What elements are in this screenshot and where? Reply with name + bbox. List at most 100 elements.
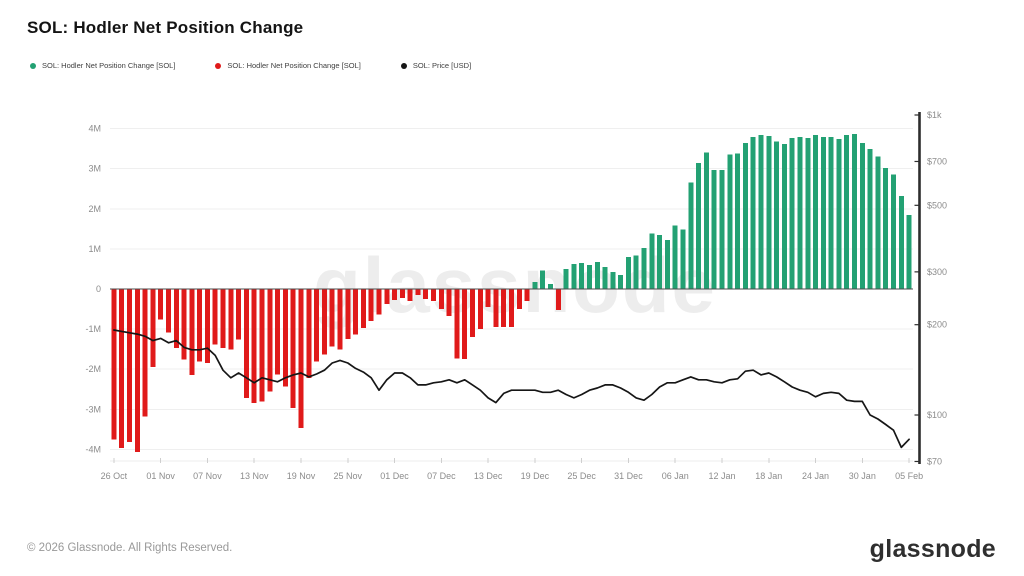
bar[interactable] xyxy=(501,289,507,328)
bar[interactable] xyxy=(509,289,514,328)
bar[interactable] xyxy=(197,289,203,362)
bar[interactable] xyxy=(657,234,663,289)
bar[interactable] xyxy=(828,137,834,289)
bar[interactable] xyxy=(158,289,164,320)
bar[interactable] xyxy=(306,289,312,378)
bar[interactable] xyxy=(493,289,499,328)
bar[interactable] xyxy=(532,281,538,289)
bar[interactable] xyxy=(696,163,702,289)
bar[interactable] xyxy=(360,289,366,328)
bar[interactable] xyxy=(750,137,756,289)
bar[interactable] xyxy=(111,289,117,440)
bar[interactable] xyxy=(337,289,343,350)
bar[interactable] xyxy=(625,256,631,289)
bar[interactable] xyxy=(477,289,483,330)
bar[interactable] xyxy=(563,268,569,289)
bar[interactable] xyxy=(540,270,546,289)
bar[interactable] xyxy=(641,248,647,289)
bar[interactable] xyxy=(321,289,327,355)
bar[interactable] xyxy=(836,139,842,289)
bar[interactable] xyxy=(548,284,553,289)
bar[interactable] xyxy=(399,289,405,298)
glassnode-logo[interactable]: glassnode xyxy=(869,535,996,563)
bar[interactable] xyxy=(407,289,413,301)
bar[interactable] xyxy=(345,289,351,340)
bar[interactable] xyxy=(672,225,678,289)
bar[interactable] xyxy=(727,154,733,289)
bar[interactable] xyxy=(415,289,421,295)
bar[interactable] xyxy=(384,289,390,305)
bar[interactable] xyxy=(485,289,491,307)
bar[interactable] xyxy=(205,289,210,363)
bar[interactable] xyxy=(766,136,772,289)
bar[interactable] xyxy=(797,137,803,289)
bar[interactable] xyxy=(805,138,811,289)
bar[interactable] xyxy=(454,289,460,359)
bar[interactable] xyxy=(891,174,896,289)
bar[interactable] xyxy=(618,275,624,289)
bar[interactable] xyxy=(462,289,468,360)
bar[interactable] xyxy=(298,289,304,429)
bar[interactable] xyxy=(259,289,265,402)
bar[interactable] xyxy=(134,289,140,453)
bar[interactable] xyxy=(719,169,725,289)
bar[interactable] xyxy=(789,138,795,289)
bar[interactable] xyxy=(680,229,686,289)
bar[interactable] xyxy=(470,289,475,338)
bar[interactable] xyxy=(867,149,873,289)
bar[interactable] xyxy=(189,289,195,375)
bar[interactable] xyxy=(649,233,655,289)
bar[interactable] xyxy=(220,289,226,348)
bar[interactable] xyxy=(774,141,780,289)
bar[interactable] xyxy=(555,289,561,310)
bar[interactable] xyxy=(602,266,608,289)
bar[interactable] xyxy=(516,289,522,310)
bar[interactable] xyxy=(898,196,904,289)
bar[interactable] xyxy=(579,262,585,289)
bar[interactable] xyxy=(142,289,148,417)
bar[interactable] xyxy=(883,167,889,289)
bar[interactable] xyxy=(610,272,616,289)
bar[interactable] xyxy=(571,264,577,289)
bar[interactable] xyxy=(392,289,398,301)
bar[interactable] xyxy=(587,264,592,289)
bar[interactable] xyxy=(594,262,600,289)
bar[interactable] xyxy=(368,289,374,322)
bar[interactable] xyxy=(820,137,826,289)
bar[interactable] xyxy=(735,153,741,290)
bar[interactable] xyxy=(314,289,320,362)
bar[interactable] xyxy=(664,240,670,289)
bar[interactable] xyxy=(236,289,242,340)
bar[interactable] xyxy=(173,289,179,348)
legend-item[interactable]: SOL: Price [USD] xyxy=(400,61,471,70)
bar[interactable] xyxy=(166,289,171,333)
bar[interactable] xyxy=(267,289,273,392)
bar[interactable] xyxy=(906,214,912,289)
bar[interactable] xyxy=(431,289,436,301)
bar[interactable] xyxy=(290,289,296,409)
bar[interactable] xyxy=(875,156,881,289)
bar[interactable] xyxy=(127,289,132,443)
legend-item[interactable]: SOL: Hodler Net Position Change [SOL] xyxy=(215,61,361,70)
bar[interactable] xyxy=(633,255,639,289)
bar[interactable] xyxy=(243,289,249,399)
bar[interactable] xyxy=(688,182,694,289)
bar[interactable] xyxy=(524,289,530,301)
bar[interactable] xyxy=(711,169,717,289)
bar[interactable] xyxy=(275,289,281,375)
bar[interactable] xyxy=(859,143,865,289)
bar[interactable] xyxy=(758,135,764,289)
bar[interactable] xyxy=(282,289,288,387)
bar[interactable] xyxy=(781,143,787,289)
bar[interactable] xyxy=(852,134,857,289)
bar[interactable] xyxy=(446,289,452,316)
bar[interactable] xyxy=(813,135,818,289)
bar[interactable] xyxy=(844,135,850,289)
price-line[interactable] xyxy=(113,329,910,449)
bar[interactable] xyxy=(181,289,187,360)
bar[interactable] xyxy=(376,289,382,315)
bar[interactable] xyxy=(329,289,335,347)
bar[interactable] xyxy=(251,289,257,403)
bar[interactable] xyxy=(438,289,444,310)
bar[interactable] xyxy=(119,289,125,449)
